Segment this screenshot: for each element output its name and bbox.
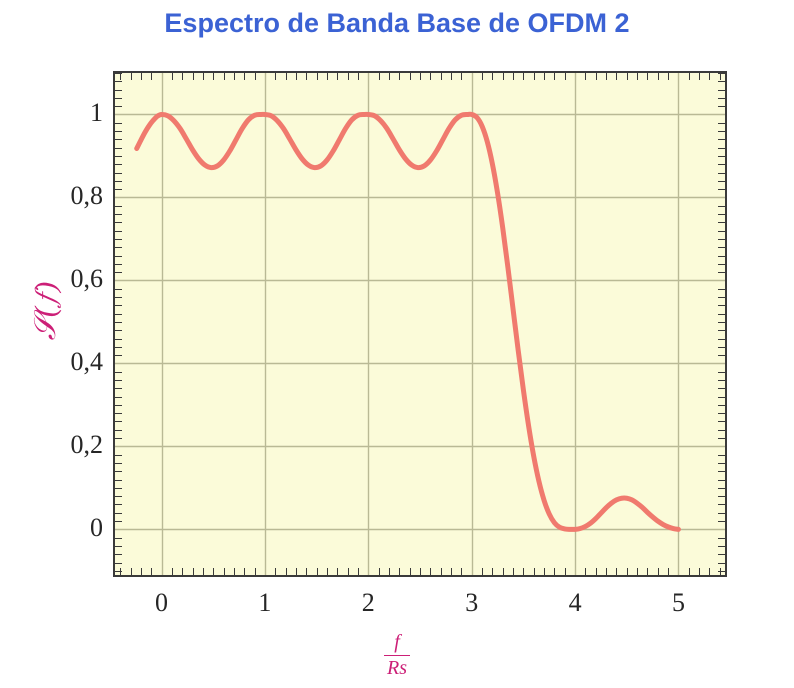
x-axis-label-fraction: f Rs — [384, 632, 410, 679]
plot-svg — [115, 73, 725, 575]
x-tick-label: 5 — [671, 588, 685, 617]
x-axis-tick-labels: 0 1 2 3 4 5 — [0, 590, 794, 630]
y-axis-tick-labels: 0 0,2 0,4 0,6 0,8 1 — [0, 0, 104, 688]
x-axis-label: f Rs — [0, 632, 794, 679]
data-series-line — [134, 111, 681, 532]
y-tick-label: 1 — [90, 98, 103, 128]
fraction-denominator: Rs — [387, 657, 407, 679]
x-tick-label: 3 — [465, 588, 479, 617]
grid-lines — [115, 73, 725, 575]
chart-title: Espectro de Banda Base de OFDM 2 — [164, 8, 630, 38]
fraction-bar — [384, 655, 410, 656]
x-tick-label: 0 — [155, 588, 169, 617]
y-tick-label: 0,6 — [70, 264, 104, 294]
plot-area — [113, 71, 727, 577]
x-tick-label: 2 — [361, 588, 375, 617]
y-tick-label: 0,8 — [70, 181, 104, 211]
x-tick-label: 4 — [568, 588, 582, 617]
y-axis-label: 𝒮(𝑓) — [0, 282, 106, 341]
fraction-numerator: f — [394, 631, 400, 653]
x-axis-minor-ticks — [120, 73, 721, 575]
y-tick-label: 0 — [90, 513, 103, 543]
y-tick-label: 0,2 — [70, 430, 104, 460]
y-axis-label-text: 𝒮(𝑓) — [29, 281, 62, 341]
x-tick-label: 1 — [258, 588, 272, 617]
y-axis-minor-ticks — [115, 73, 725, 572]
y-tick-label: 0,4 — [70, 347, 104, 377]
